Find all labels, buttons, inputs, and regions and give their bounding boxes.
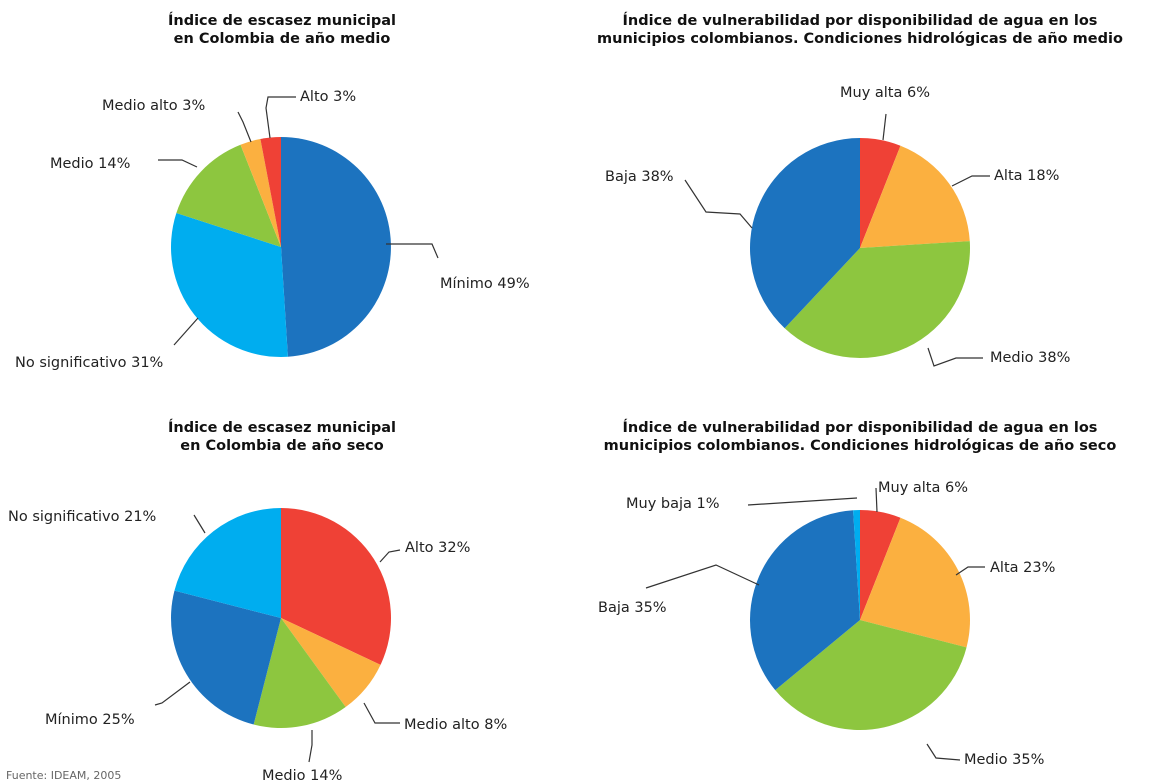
chart-title-line-1: Índice de vulnerabilidad por disponibili…: [623, 419, 1098, 436]
chart-escasez-ano-seco: Índice de escasez municipal en Colombia …: [6, 419, 507, 780]
pie-slice: [260, 137, 281, 247]
pie-slice: [240, 138, 281, 247]
pie-slice: [170, 213, 288, 357]
leader-line: [684, 179, 753, 229]
slice-label-medio: Medio 14%: [50, 156, 130, 172]
chart-title-line-2: municipios colombianos. Condiciones hidr…: [597, 31, 1123, 47]
pie-slice: [860, 145, 970, 248]
leader-line: [951, 175, 990, 187]
slice-label-alta: Alta 18%: [994, 168, 1059, 184]
chart-title-line-1: Índice de escasez municipal: [168, 12, 396, 29]
leader-line: [927, 347, 983, 367]
leader-line: [173, 317, 199, 346]
leader-line: [747, 497, 858, 506]
slice-label-muy-alta: Muy alta 6%: [878, 480, 968, 496]
slice-label-muy-alta: Muy alta 6%: [840, 85, 930, 101]
leader-line: [363, 702, 400, 724]
chart-title-line-1: Índice de vulnerabilidad por disponibili…: [623, 12, 1098, 29]
leader-line: [379, 549, 401, 563]
leader-line: [308, 730, 313, 763]
pie-slice: [775, 620, 967, 731]
leader-line: [154, 681, 191, 706]
chart-title-line-2: en Colombia de año seco: [180, 438, 383, 454]
chart-title-line-2: en Colombia de año medio: [174, 31, 391, 47]
slice-label-no-significativo: No significativo 21%: [8, 509, 156, 525]
pie-slice: [281, 137, 391, 357]
pie-slice: [860, 510, 901, 620]
leader-line: [237, 111, 252, 143]
slice-label-minimo: Mínimo 25%: [45, 712, 135, 728]
pie-slice: [860, 138, 901, 248]
pie-slice: [749, 138, 860, 329]
chart-title-line-1: Índice de escasez municipal: [168, 419, 396, 436]
pie-slice: [176, 144, 281, 247]
leader-line: [265, 96, 296, 139]
leader-line: [193, 514, 206, 534]
slice-label-alta: Alta 23%: [990, 560, 1055, 576]
leader-line: [955, 566, 985, 576]
pie-slice: [171, 590, 281, 725]
leader-line: [158, 159, 198, 168]
slice-label-medio-alto: Medio alto 8%: [404, 717, 507, 733]
pie-slice: [784, 241, 970, 359]
pie-slice: [281, 508, 392, 665]
chart-escasez-ano-medio: Índice de escasez municipal en Colombia …: [15, 12, 530, 371]
pie-slice: [253, 618, 346, 728]
leader-line: [386, 243, 439, 259]
chart-vulnerabilidad-ano-medio: Índice de vulnerabilidad por disponibili…: [597, 12, 1123, 367]
slice-label-medio: Medio 38%: [990, 350, 1070, 366]
pie-slice: [853, 510, 860, 620]
chart-title-line-2: municipios colombianos. Condiciones hidr…: [604, 438, 1117, 454]
slice-label-medio-alto: Medio alto 3%: [102, 98, 205, 114]
pie-slice: [860, 517, 970, 648]
leader-line: [926, 743, 961, 761]
slice-label-no-significativo: No significativo 31%: [15, 355, 163, 371]
leader-line: [645, 564, 760, 589]
leader-line: [882, 113, 887, 141]
slice-label-minimo: Mínimo 49%: [440, 276, 530, 292]
chart-vulnerabilidad-ano-seco: Índice de vulnerabilidad por disponibili…: [598, 419, 1116, 768]
slice-label-alto: Alto 32%: [405, 540, 470, 556]
pie-slice: [281, 618, 381, 707]
slice-label-medio: Medio 14%: [262, 768, 342, 780]
pie-slice: [174, 508, 281, 618]
slice-label-medio: Medio 35%: [964, 752, 1044, 768]
leader-line: [875, 487, 878, 513]
slice-label-baja: Baja 38%: [605, 169, 674, 185]
slice-label-muy-baja: Muy baja 1%: [626, 496, 720, 512]
source-note: Fuente: IDEAM, 2005: [6, 769, 121, 780]
slice-label-alto: Alto 3%: [300, 89, 356, 105]
slice-label-baja: Baja 35%: [598, 600, 667, 616]
pie-slice: [749, 510, 860, 691]
